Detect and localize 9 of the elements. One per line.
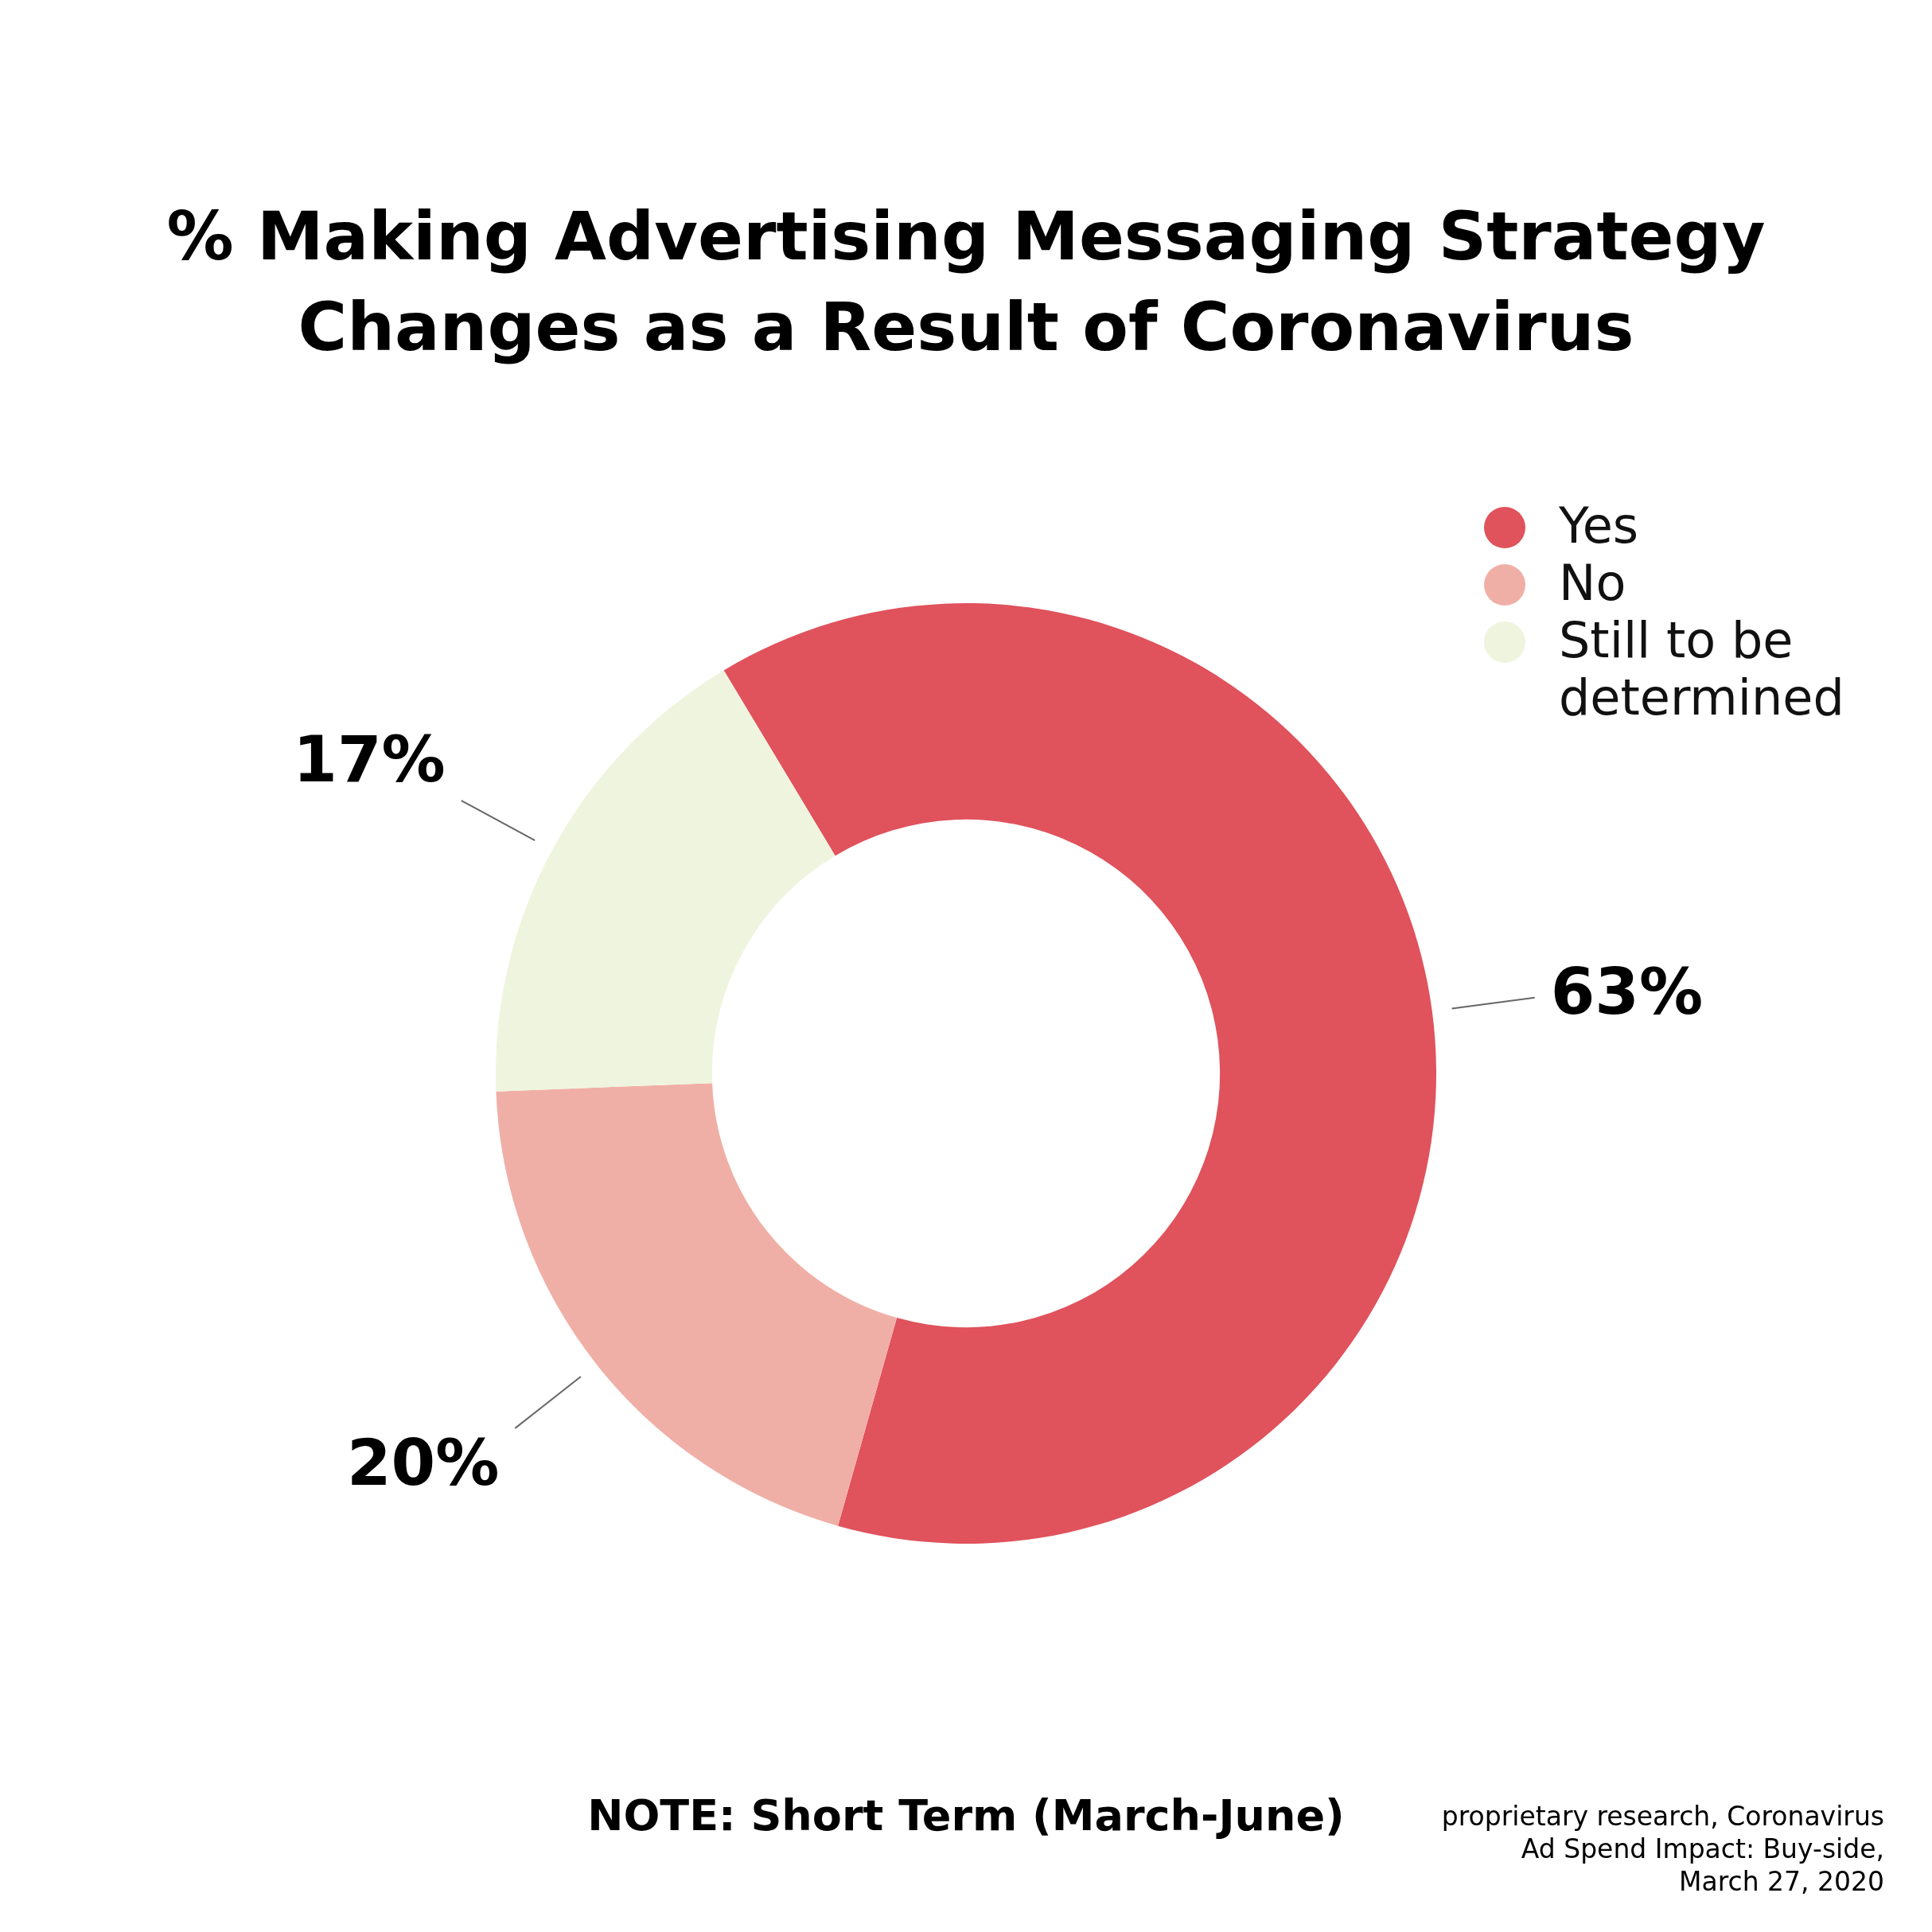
data-label: 63% bbox=[1550, 955, 1704, 1030]
data-label: 17% bbox=[293, 722, 446, 797]
text: NOTE: Short Term (March-June) bbox=[587, 1790, 1345, 1840]
data-label: 20% bbox=[346, 1425, 500, 1500]
chart-title: % Making Advertising Messaging Strategy Changes as a Result of Coronavirus bbox=[166, 197, 1766, 368]
legend-label: Still to be determined bbox=[1559, 611, 1845, 726]
text: proprietary research, Coronavirus Ad Spend Impact: Buy-side, March 27, 2020 bbox=[1440, 1800, 1884, 1898]
legend-label: No bbox=[1559, 554, 1627, 612]
legend-label: Yes bbox=[1559, 497, 1640, 555]
